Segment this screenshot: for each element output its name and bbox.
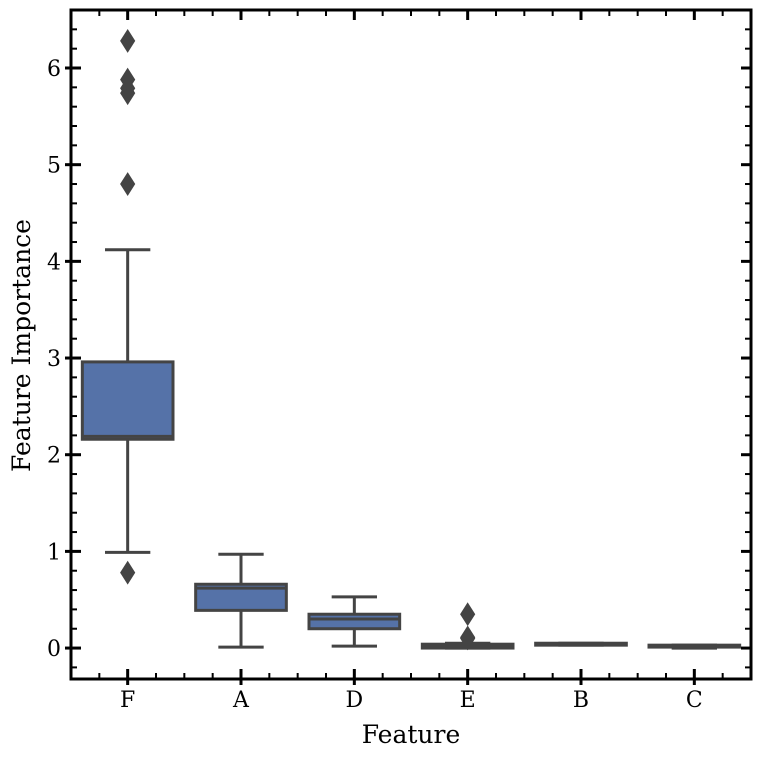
y-tick-label: 1: [47, 540, 61, 565]
box-f: [80, 29, 175, 585]
y-tick-label: 6: [47, 57, 61, 82]
x-tick-label-e: E: [460, 688, 476, 713]
box-d: [307, 595, 402, 648]
x-tick-label-a: A: [232, 688, 250, 713]
box-iqr: [307, 612, 402, 631]
y-tick-label: 4: [47, 250, 61, 275]
box-e: [420, 602, 515, 651]
x-tick-label-c: C: [686, 688, 703, 713]
outlier-point: [120, 560, 136, 585]
x-tick-label-f: F: [120, 688, 135, 713]
x-tick-label-b: B: [573, 688, 589, 713]
box-iqr: [80, 360, 175, 441]
outlier-point: [120, 67, 136, 92]
box-a: [194, 552, 288, 649]
y-axis-title: Feature Importance: [7, 219, 36, 472]
outlier-point: [460, 625, 476, 650]
outlier-point: [120, 172, 136, 196]
x-tick-label-d: D: [346, 688, 364, 713]
y-tick-label: 2: [47, 444, 61, 469]
x-axis-title: Feature: [362, 720, 461, 749]
outlier-point: [120, 29, 136, 53]
outlier-point: [460, 602, 476, 627]
boxes-layer: [80, 29, 742, 651]
ticks-layer: 0 1 2 3 4 5 6 F A D E B C: [47, 9, 751, 713]
y-tick-label: 5: [47, 154, 61, 179]
box-c: [647, 643, 742, 650]
plot-frame: [69, 8, 753, 681]
y-tick-label: 3: [47, 347, 61, 372]
box-b: [534, 641, 628, 647]
y-tick-label: 0: [47, 637, 61, 662]
